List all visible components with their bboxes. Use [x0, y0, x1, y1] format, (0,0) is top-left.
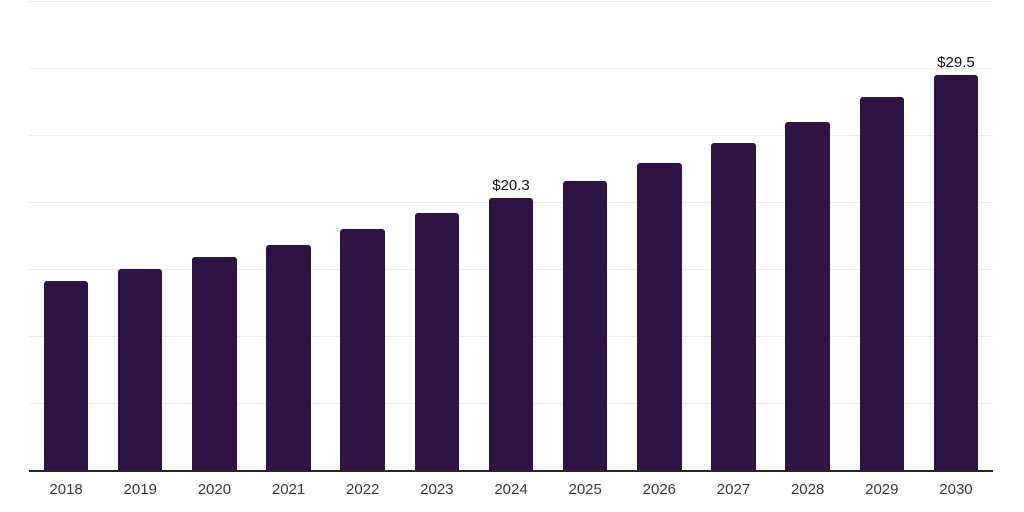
- bar-column: $29.5: [919, 1, 993, 470]
- x-tick-label: 2025: [568, 481, 602, 498]
- plot-area: $20.3 $29.5: [29, 1, 993, 472]
- x-tick-label: 2020: [197, 481, 232, 498]
- bar-2028[interactable]: [785, 121, 830, 470]
- x-tick-label: 2022: [346, 481, 380, 498]
- x-tick-label: 2028: [790, 481, 825, 498]
- x-tick-label: 2029: [865, 481, 899, 498]
- bar-column: [622, 1, 696, 470]
- bar-column: [251, 1, 325, 470]
- bar-column: [400, 1, 474, 470]
- bar-2023[interactable]: [414, 212, 460, 470]
- bar-column: $20.3: [474, 1, 548, 470]
- x-axis-labels: 2018 2019 2020 2021 2022 2023 2024 2025 2026 2027…: [29, 481, 993, 499]
- bar-value-label: $29.5: [937, 53, 975, 71]
- bar-column: [29, 1, 103, 470]
- bar-2024[interactable]: $20.3: [488, 178, 534, 470]
- bar-column: [696, 1, 770, 470]
- x-tick-label: 2021: [271, 481, 306, 498]
- bar-column: [326, 1, 400, 470]
- bar-2027[interactable]: [711, 143, 756, 470]
- x-tick-label: 2019: [123, 481, 157, 498]
- bar-2019[interactable]: [117, 269, 163, 470]
- x-tick-label: 2030: [939, 481, 973, 498]
- bar-column: [103, 1, 177, 470]
- x-tick-label: 2026: [642, 481, 677, 498]
- bars: $20.3 $29.5: [29, 1, 993, 470]
- gridline: [29, 135, 993, 136]
- x-tick-label: 2018: [49, 481, 83, 498]
- bar-column: [548, 1, 622, 470]
- x-tick-label: 2023: [420, 481, 454, 498]
- bar-2025[interactable]: [562, 180, 608, 470]
- bar-value-label: $20.3: [492, 176, 530, 194]
- bar-2029[interactable]: [859, 97, 905, 470]
- bar-2022[interactable]: [340, 228, 385, 470]
- bar-2018[interactable]: [43, 281, 89, 470]
- gridline: [29, 1, 993, 2]
- bar-2026[interactable]: [637, 163, 682, 470]
- x-tick-label: 2024: [494, 481, 528, 498]
- bar-column: [177, 1, 251, 470]
- bar-2030[interactable]: $29.5: [933, 55, 979, 470]
- bar-column: [771, 1, 845, 470]
- bar-2021[interactable]: [266, 244, 311, 470]
- gridline: [29, 68, 993, 69]
- x-tick-label: 2027: [716, 481, 751, 498]
- bar-column: [845, 1, 919, 470]
- bar-2020[interactable]: [192, 256, 237, 470]
